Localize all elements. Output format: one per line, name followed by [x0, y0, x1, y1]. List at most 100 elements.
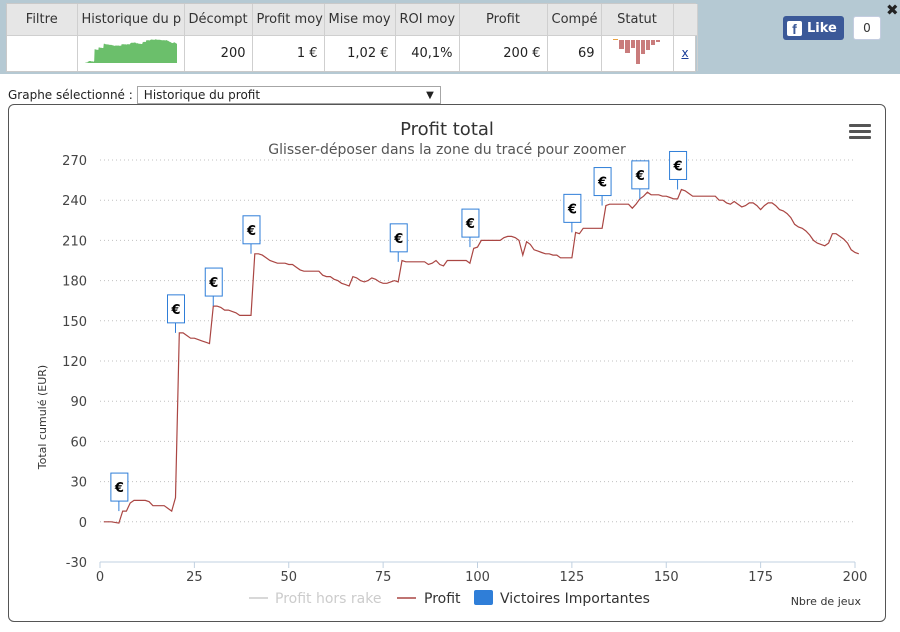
victory-marker[interactable]: € — [110, 472, 129, 512]
legend: Profit hors rake Profit Victoires Import… — [249, 590, 650, 607]
profit-cell: 200 € — [459, 35, 548, 71]
history-sparkline — [77, 35, 185, 71]
victory-marker[interactable]: € — [242, 215, 261, 254]
victory-marker[interactable]: € — [389, 223, 408, 262]
remove-row-link[interactable]: x — [681, 45, 689, 60]
y-tick-label: 240 — [62, 194, 87, 209]
status-bar-marker — [613, 39, 618, 41]
y-tick-label: 180 — [62, 275, 87, 290]
victory-marker-box — [204, 267, 223, 297]
series-group — [103, 188, 859, 524]
header-profit[interactable]: Profit — [459, 4, 548, 36]
victory-marker-box — [631, 160, 650, 190]
profit-chart[interactable]: Profit total Glisser-déposer dans la zon… — [9, 105, 885, 621]
x-tick-label: 0 — [96, 570, 104, 585]
victory-marker[interactable]: € — [204, 267, 223, 307]
header-history[interactable]: Historique du p — [77, 4, 185, 36]
victory-marker-box — [389, 223, 408, 253]
victory-marker-box — [167, 294, 185, 324]
legend-item-profit[interactable]: Profit — [397, 591, 461, 607]
count-cell: 200 — [184, 35, 253, 71]
y-axis-title: Total cumulé (EUR) — [36, 365, 49, 470]
y-tick-label: 150 — [62, 315, 87, 330]
y-tick-label: -30 — [66, 556, 87, 571]
facebook-like-button[interactable]: f Like — [783, 16, 844, 40]
victory-marker-label: € — [465, 217, 475, 232]
status-bar — [631, 40, 635, 49]
victory-marker-label: € — [635, 169, 645, 184]
graph-selector-row: Graphe sélectionné : Historique du profi… — [8, 86, 441, 104]
status-bar — [636, 40, 640, 65]
legend-label-victories: Victoires Importantes — [500, 591, 650, 607]
avg-roi-cell: 40,1% — [395, 35, 460, 71]
victory-marker-box — [110, 472, 129, 502]
graph-select-value: Historique du profit — [143, 88, 261, 102]
sparkline-area — [85, 39, 177, 64]
victory-marker-label: € — [393, 232, 403, 247]
facebook-like: f Like 0 — [783, 16, 881, 40]
avg-profit-cell: 1 € — [252, 35, 325, 71]
victory-marker-label: € — [208, 276, 218, 291]
header-avg-profit[interactable]: Profit moy — [252, 4, 325, 36]
x-tick-label: 125 — [559, 570, 584, 585]
chart-title: Profit total — [400, 119, 494, 140]
chart-panel: Profit total Glisser-déposer dans la zon… — [8, 104, 886, 622]
profit-line — [103, 188, 859, 524]
dropdown-arrow-icon: ▼ — [426, 89, 434, 101]
victory-marker-label: € — [114, 481, 124, 496]
victory-marker-box — [669, 150, 688, 180]
x-tick-label: 25 — [186, 570, 203, 585]
victory-marker[interactable]: € — [631, 160, 650, 199]
header-avg-roi[interactable]: ROI moy — [395, 4, 460, 36]
header-count[interactable]: Décompt — [184, 4, 253, 36]
close-cell: x — [673, 35, 698, 71]
legend-item-rake[interactable]: Profit hors rake — [249, 591, 381, 607]
y-axis-ticks: -30 0 30 60 90 120 150 180 210 240 270 — [62, 154, 87, 571]
y-tick-label: 90 — [70, 395, 87, 410]
victory-marker-label: € — [170, 303, 180, 318]
competitions-cell: 69 — [547, 35, 602, 71]
status-bar — [619, 40, 624, 50]
status-bar — [656, 40, 660, 43]
victory-marker[interactable]: € — [593, 167, 612, 206]
graph-select[interactable]: Historique du profit ▼ — [136, 86, 441, 104]
chart-subtitle: Glisser-déposer dans la zone du tracé po… — [268, 142, 626, 158]
victory-marker[interactable]: € — [167, 294, 185, 333]
header-status[interactable]: Statut — [601, 4, 674, 36]
victory-marker-label: € — [567, 202, 577, 217]
x-tick-label: 200 — [843, 570, 868, 585]
dismiss-icon[interactable]: ✖ — [886, 1, 899, 19]
header-competitions[interactable]: Compé — [547, 4, 602, 36]
y-tick-label: 120 — [62, 355, 87, 370]
header-filter[interactable]: Filtre — [7, 4, 78, 36]
sparkline-chart — [85, 39, 177, 64]
like-label: Like — [807, 20, 837, 36]
victory-marker-label: € — [673, 159, 683, 174]
status-cell — [601, 35, 674, 71]
y-tick-label: 270 — [62, 154, 87, 169]
status-bar — [641, 40, 645, 55]
x-tick-label: 50 — [280, 570, 297, 585]
legend-item-victories[interactable]: Victoires Importantes — [474, 590, 650, 607]
status-bars-chart — [613, 39, 660, 65]
victory-marker[interactable]: € — [563, 193, 582, 233]
header-empty — [673, 4, 698, 36]
x-tick-label: 100 — [465, 570, 490, 585]
status-bar — [646, 40, 650, 51]
status-bar — [651, 40, 655, 46]
x-axis-ticks: 0 25 50 75 100 125 150 175 200 — [96, 561, 868, 585]
y-tick-label: 60 — [70, 435, 87, 450]
header-avg-stake[interactable]: Mise moy — [324, 4, 396, 36]
stats-table-container: Filtre Historique du p Décompt Profit mo… — [6, 3, 698, 72]
victory-marker[interactable]: € — [669, 150, 688, 190]
like-count: 0 — [853, 16, 881, 40]
x-tick-label: 75 — [375, 570, 392, 585]
markers-group: € € € € € € € € € € — [110, 150, 688, 512]
stats-table: Filtre Historique du p Décompt Profit mo… — [7, 4, 698, 71]
victory-marker-box — [242, 215, 261, 245]
table-row: 200 1 € 1,02 € 40,1% 200 € 69 — [7, 35, 698, 71]
victory-marker[interactable]: € — [461, 208, 480, 248]
facebook-icon: f — [787, 20, 802, 37]
filter-cell — [7, 35, 78, 71]
chart-menu-icon[interactable] — [849, 124, 871, 139]
